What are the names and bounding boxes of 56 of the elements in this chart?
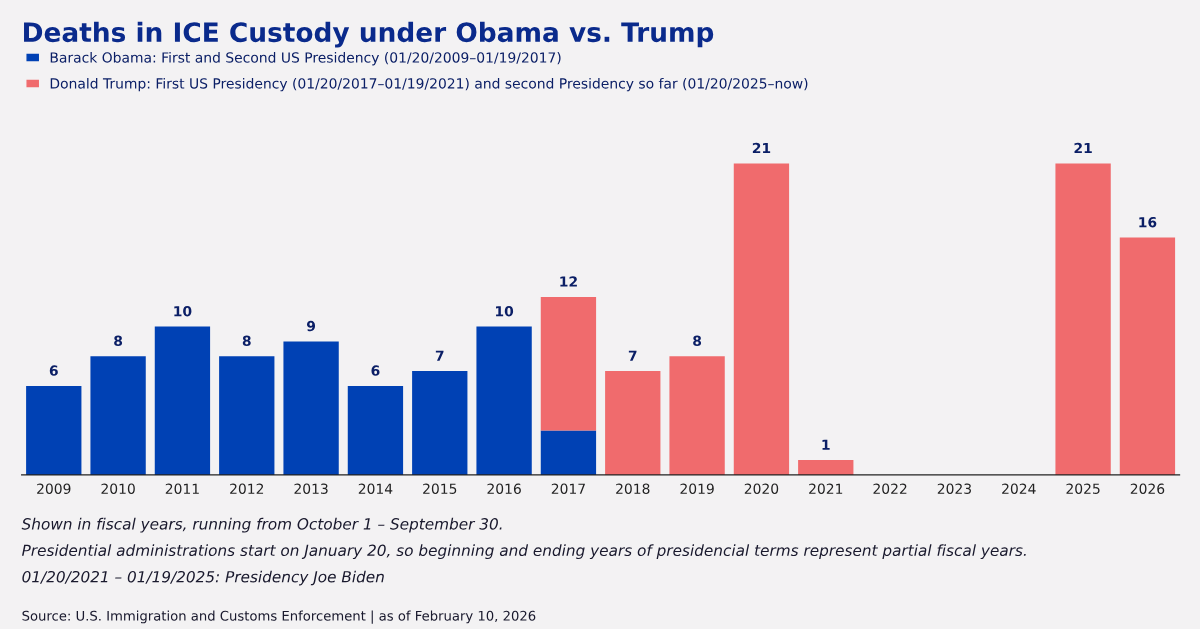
bar	[90, 356, 146, 475]
x-tick-label: 2024	[1002, 483, 1036, 494]
text: Shown in fiscal years, running from October 1 – September 30.	[21, 517, 502, 533]
data-label: 9	[306, 320, 316, 332]
data-label: 21	[1074, 142, 1092, 154]
data-label: 6	[371, 365, 380, 376]
bar	[540, 430, 597, 475]
data-label: 8	[242, 335, 251, 347]
data-label: 6	[49, 365, 58, 376]
bar	[154, 326, 211, 475]
x-tick-label: 2013	[294, 483, 328, 494]
bar	[1119, 237, 1176, 475]
source-note: Source: U.S. Immigration and Customs Enforcement | as of February 10, 2026	[22, 610, 536, 624]
x-tick-label: 2016	[487, 483, 521, 494]
data-label: 10	[496, 305, 514, 317]
x-tick-label: 2017	[551, 483, 585, 494]
data-label: 1	[822, 439, 830, 450]
text: 01/20/2021 – 01/19/2025: Presidency Joe Biden	[22, 570, 384, 586]
bar	[1055, 163, 1111, 475]
bar	[605, 371, 661, 475]
data-label: 8	[693, 335, 702, 347]
data-label: 10	[174, 305, 192, 317]
x-tick-label: 2022	[873, 483, 907, 494]
bar	[798, 460, 854, 475]
x-tick-label: 2026	[1130, 483, 1165, 494]
x-tick-label: 2010	[101, 483, 135, 494]
x-tick-label: 2019	[680, 483, 714, 494]
data-label: 7	[628, 350, 637, 361]
bar	[476, 326, 532, 475]
bar	[26, 385, 82, 475]
bar	[540, 296, 597, 431]
legend-label: Barack Obama: First and Second US Presidency (01/20/2009–01/19/2017)	[50, 51, 561, 66]
x-tick-label: 2011	[165, 483, 199, 494]
bar	[733, 163, 790, 475]
x-tick-label: 2018	[616, 483, 650, 494]
x-tick-label: 2023	[937, 483, 971, 494]
data-label: 8	[114, 335, 123, 347]
x-tick-label: 2015	[423, 483, 457, 494]
total-label: 12	[560, 276, 577, 287]
bar	[669, 356, 725, 475]
bar	[283, 341, 339, 475]
legend-label: Donald Trump: First US Presidency (01/20/2017–01/19/2021) and second Presidency so far (01/20/2025–now)	[50, 77, 808, 92]
x-tick-label: 2021	[809, 483, 843, 494]
chart-title: Deaths in ICE Custody under Obama vs. Trump	[24, 21, 714, 48]
data-label: 21	[752, 142, 771, 154]
x-tick-label: 2014	[358, 483, 393, 494]
x-tick-label: 2025	[1066, 483, 1100, 494]
x-tick-label: 2009	[37, 483, 71, 494]
bar	[412, 371, 468, 475]
x-tick-label: 2020	[744, 483, 779, 494]
bar	[347, 385, 404, 475]
data-label: 16	[1139, 216, 1157, 228]
x-tick-label: 2012	[230, 483, 264, 494]
data-label: 7	[435, 350, 444, 361]
text: Presidential administrations start on January 20, so beginning and ending years of presidencial terms represent partial fiscal years.	[22, 544, 1026, 560]
bar	[219, 356, 275, 475]
